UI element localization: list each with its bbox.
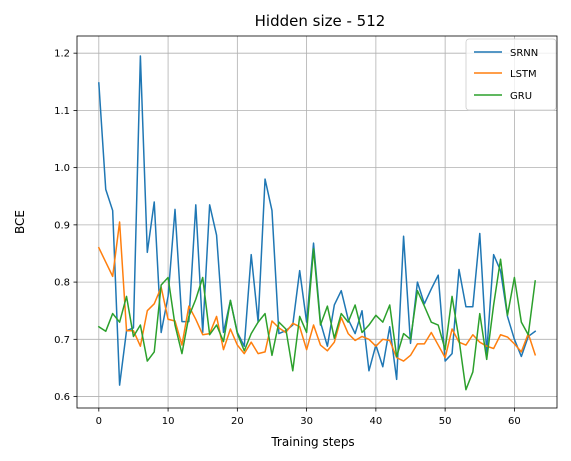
y-tick-label: 0.9 [54, 220, 70, 231]
y-tick-label: 0.7 [54, 335, 70, 346]
plot-frame [76, 35, 558, 409]
x-tick-label: 20 [231, 416, 244, 427]
x-tick-label: 0 [96, 416, 102, 427]
y-tick-label: 1.2 [54, 49, 70, 60]
legend-label-srnn: SRNN [510, 48, 538, 59]
legend-box [465, 38, 557, 111]
x-tick-label: 30 [300, 416, 313, 427]
y-tick-label: 1.0 [54, 163, 70, 174]
x-tick-label: 60 [508, 416, 521, 427]
x-tick-marks: 0 10 20 30 40 50 60 [96, 408, 521, 427]
x-tick-label: 50 [439, 416, 452, 427]
y-tick-label: 0.8 [54, 278, 70, 289]
x-tick-label: 40 [370, 416, 383, 427]
series-line-gru [97, 248, 537, 391]
series-line-lstm [97, 221, 537, 362]
x-tick-label: 10 [162, 416, 175, 427]
y-tick-label: 1.1 [54, 106, 70, 117]
chart-title: Hidden size - 512 [255, 12, 386, 30]
legend: SRNN LSTM GRU [465, 38, 557, 111]
x-axis-label: Training steps [270, 435, 354, 449]
series-lines [97, 55, 537, 391]
y-tick-label: 0.6 [54, 392, 70, 403]
y-tick-marks: 0.6 0.7 0.8 0.9 1.0 1.1 1.2 [54, 49, 77, 403]
legend-label-lstm: LSTM [510, 69, 537, 80]
y-axis-label: BCE [13, 210, 27, 234]
legend-label-gru: GRU [510, 91, 532, 102]
